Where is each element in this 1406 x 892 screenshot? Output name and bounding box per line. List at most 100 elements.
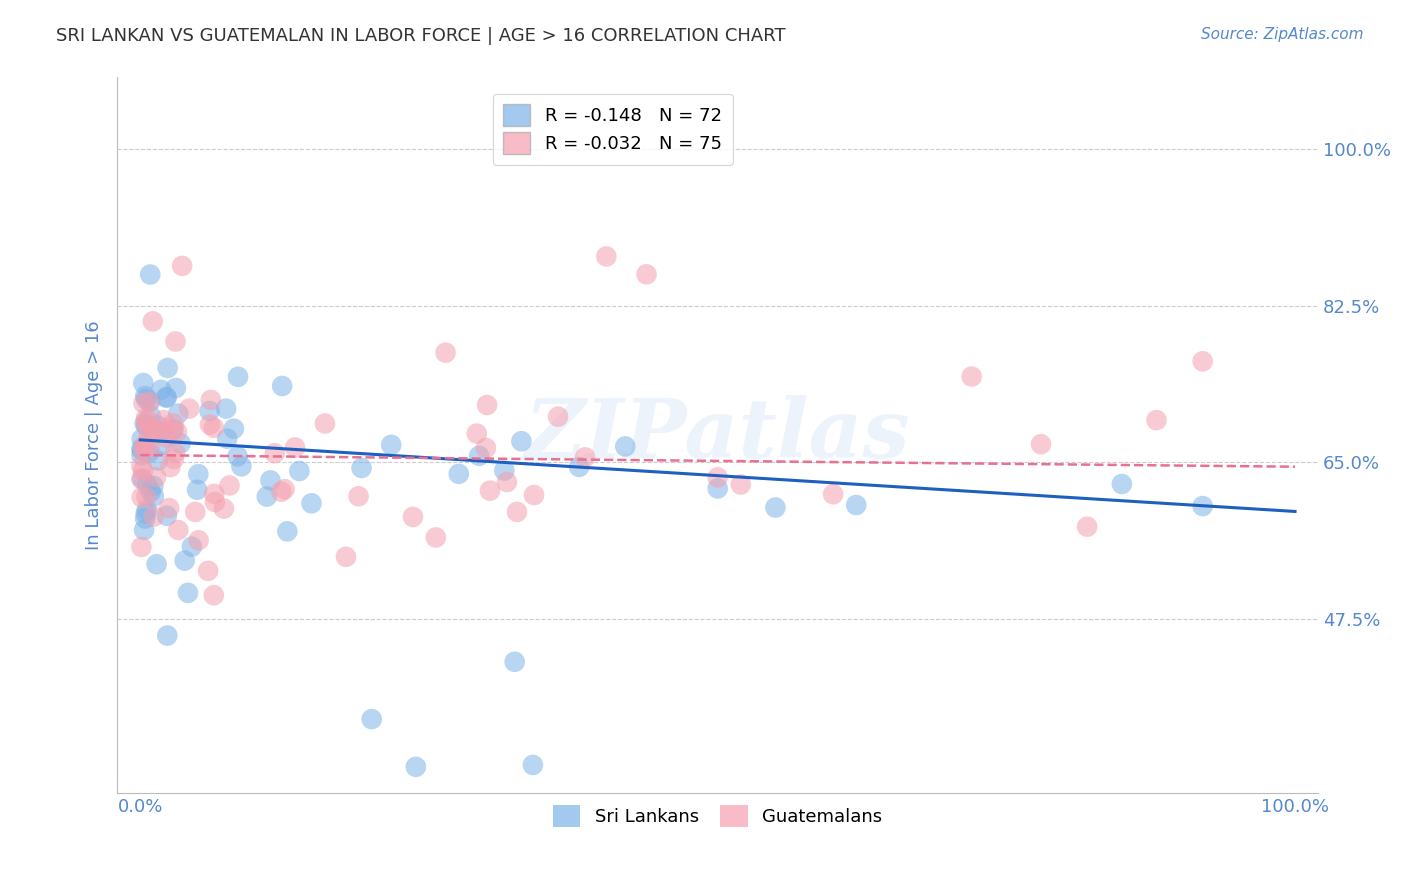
Point	[142, 509, 165, 524]
Point	[145, 558, 167, 572]
Point	[131, 472, 153, 486]
Point	[135, 410, 157, 425]
Point	[212, 501, 235, 516]
Point	[155, 390, 177, 404]
Point	[145, 470, 167, 484]
Point	[301, 496, 323, 510]
Point	[135, 418, 157, 433]
Point	[960, 369, 983, 384]
Point	[231, 459, 253, 474]
Point	[180, 540, 202, 554]
Y-axis label: In Labor Force | Age > 16: In Labor Force | Age > 16	[86, 320, 103, 550]
Point	[730, 477, 752, 491]
Point	[496, 475, 519, 489]
Point	[156, 361, 179, 376]
Point	[135, 392, 157, 406]
Point	[763, 500, 786, 515]
Point	[186, 483, 208, 497]
Point	[138, 446, 160, 460]
Point	[162, 423, 184, 437]
Text: Source: ZipAtlas.com: Source: ZipAtlas.com	[1201, 27, 1364, 42]
Point	[256, 490, 278, 504]
Point	[165, 381, 187, 395]
Point	[198, 417, 221, 432]
Point	[135, 490, 157, 504]
Point	[226, 450, 249, 464]
Point	[347, 489, 370, 503]
Point	[271, 379, 294, 393]
Point	[135, 507, 157, 521]
Point	[510, 434, 533, 449]
Point	[1146, 413, 1168, 427]
Point	[276, 524, 298, 539]
Point	[136, 477, 159, 491]
Point	[167, 523, 190, 537]
Point	[823, 487, 845, 501]
Point	[273, 482, 295, 496]
Point	[159, 460, 181, 475]
Point	[131, 540, 153, 554]
Point	[134, 417, 156, 431]
Point	[202, 588, 225, 602]
Point	[845, 498, 868, 512]
Point	[142, 423, 165, 437]
Point	[503, 655, 526, 669]
Point	[425, 531, 447, 545]
Point	[465, 426, 488, 441]
Point	[162, 417, 184, 431]
Point	[153, 421, 176, 435]
Point	[494, 464, 516, 478]
Point	[152, 413, 174, 427]
Point	[132, 444, 155, 458]
Point	[139, 441, 162, 455]
Point	[135, 503, 157, 517]
Point	[547, 409, 569, 424]
Point	[138, 395, 160, 409]
Point	[131, 443, 153, 458]
Point	[1191, 499, 1213, 513]
Point	[434, 345, 457, 359]
Point	[132, 523, 155, 537]
Point	[222, 422, 245, 436]
Point	[146, 418, 169, 433]
Text: ZIPatlas: ZIPatlas	[524, 395, 911, 475]
Point	[177, 586, 200, 600]
Point	[204, 495, 226, 509]
Point	[173, 554, 195, 568]
Point	[150, 438, 173, 452]
Point	[135, 414, 157, 428]
Point	[163, 452, 186, 467]
Point	[475, 398, 498, 412]
Point	[131, 459, 153, 474]
Point	[172, 259, 194, 273]
Point	[197, 564, 219, 578]
Point	[1029, 437, 1052, 451]
Point	[162, 422, 184, 436]
Point	[138, 425, 160, 439]
Point	[405, 760, 427, 774]
Point	[131, 472, 153, 486]
Point	[169, 436, 191, 450]
Point	[156, 628, 179, 642]
Point	[139, 394, 162, 409]
Point	[636, 268, 658, 282]
Point	[134, 440, 156, 454]
Point	[134, 511, 156, 525]
Point	[142, 479, 165, 493]
Point	[706, 470, 728, 484]
Point	[595, 249, 617, 263]
Point	[270, 484, 292, 499]
Point	[146, 453, 169, 467]
Point	[202, 487, 225, 501]
Point	[139, 409, 162, 423]
Point	[706, 482, 728, 496]
Point	[202, 421, 225, 435]
Point	[468, 449, 491, 463]
Point	[132, 464, 155, 478]
Point	[155, 431, 177, 445]
Point	[131, 432, 153, 446]
Point	[475, 441, 498, 455]
Point	[284, 441, 307, 455]
Point	[263, 446, 285, 460]
Point	[165, 445, 187, 459]
